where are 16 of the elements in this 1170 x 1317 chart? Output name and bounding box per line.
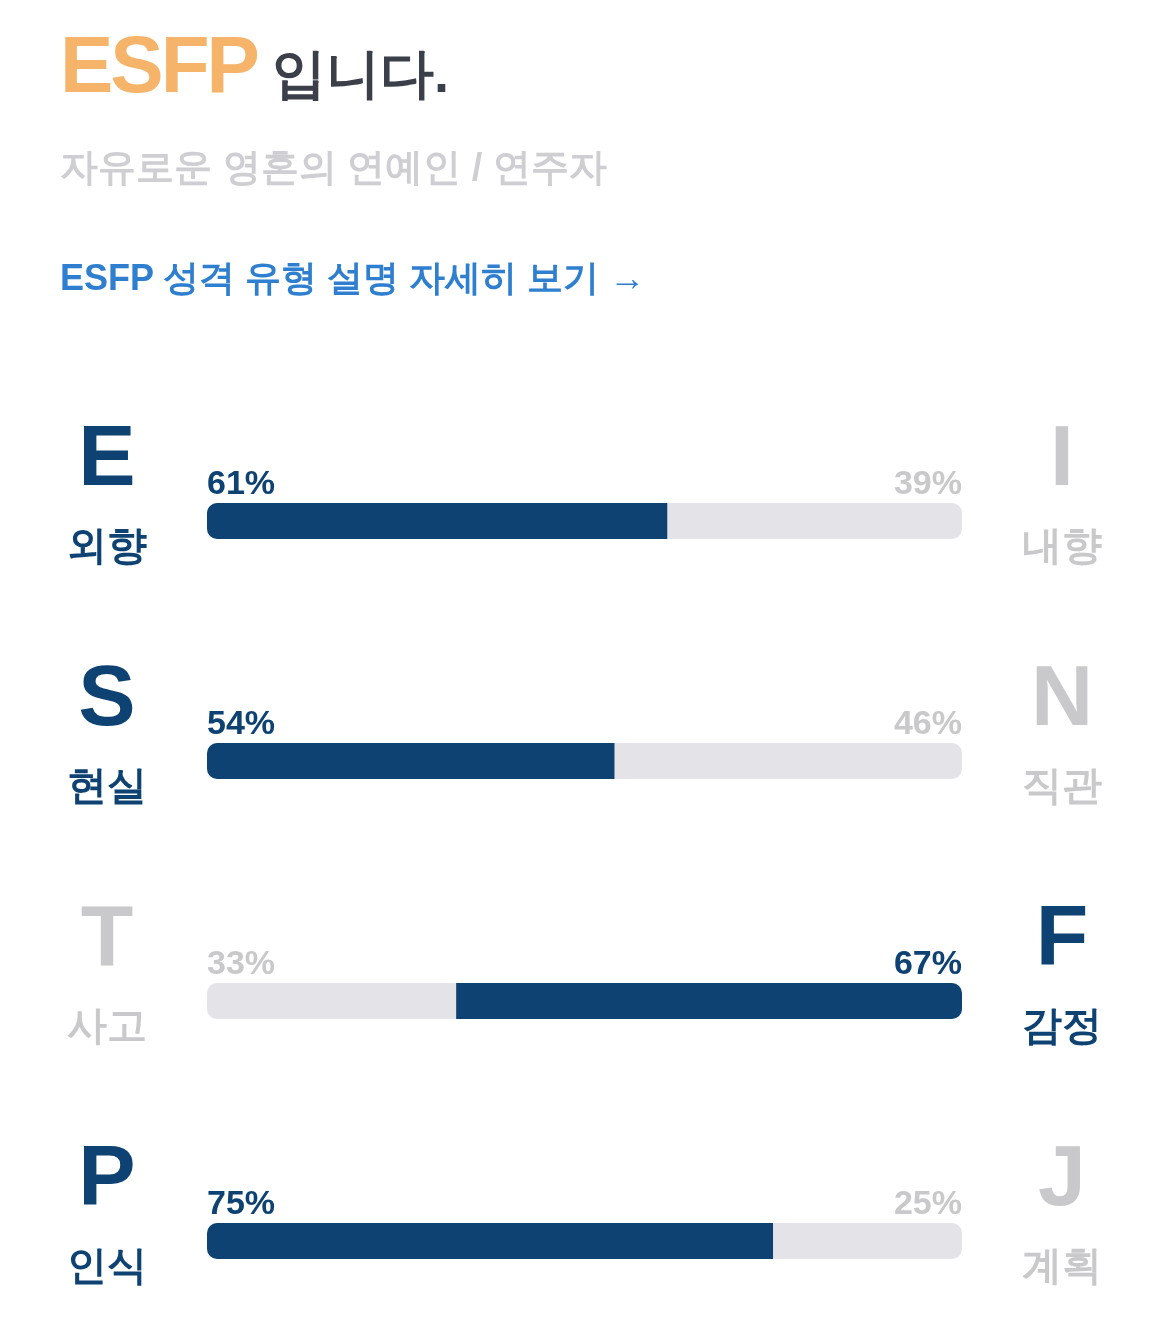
bar	[207, 503, 668, 539]
y-tick-label: E 외향	[67, 407, 147, 567]
y-tick-label: S 현실	[67, 647, 147, 807]
bar	[773, 1223, 962, 1259]
bar	[207, 743, 615, 779]
data-label: 67%	[893, 943, 962, 981]
bar	[667, 503, 962, 539]
data-label: 75%	[207, 1183, 276, 1221]
y2-tick-label: F 감정	[1022, 887, 1102, 1047]
bar	[614, 743, 962, 779]
text: ESFP 성격 유형 설명 자세히 보기 →	[60, 257, 646, 298]
y-tick-label: P 인식	[67, 1127, 147, 1287]
chart-title: ESFP 입니다.	[60, 20, 449, 109]
data-label: 54%	[207, 703, 276, 741]
bar	[207, 1223, 774, 1259]
data-label: 61%	[207, 463, 276, 501]
